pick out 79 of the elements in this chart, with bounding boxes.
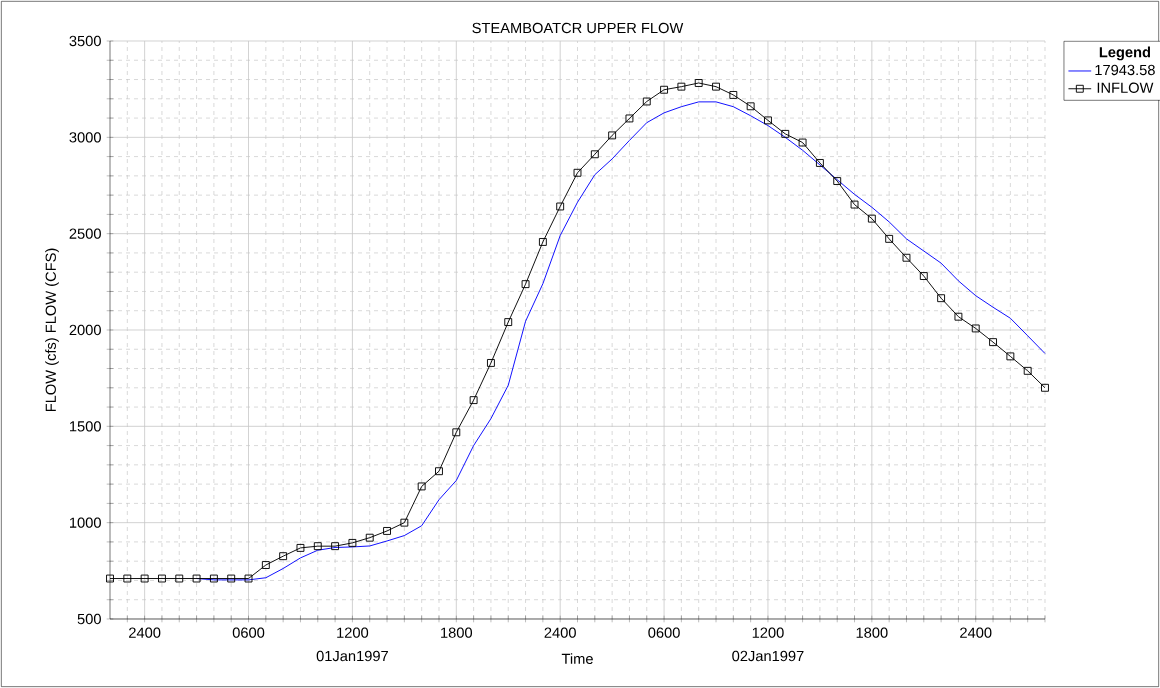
point [885,234,894,243]
point [1041,383,1049,392]
y-tick-label: 3500 [69,35,101,47]
point [608,131,617,140]
point [989,338,997,347]
point [452,428,461,437]
x-tick-label: 0600 [232,627,265,638]
point [435,467,443,476]
y-tick-label: 2000 [69,324,101,336]
x-tick-label: 1800 [856,627,888,638]
x-tick-label: 2400 [129,627,161,638]
y-tick-label: 2500 [69,228,101,239]
point [175,574,184,583]
point [867,214,876,223]
point [902,253,911,262]
point [365,533,374,542]
point [1023,366,1032,375]
point [192,574,201,583]
point [417,482,426,491]
point [625,114,634,123]
point [833,177,842,185]
point [815,159,824,167]
point [348,538,357,547]
point [971,324,980,333]
x-tick-label: 2400 [544,627,576,638]
y-axis-title: FLOW (cfs) FLOW (CFS) [45,248,59,412]
point [954,312,963,321]
point [712,82,720,91]
point [106,574,114,583]
y-tick-label: 500 [77,613,101,625]
point [538,238,547,246]
point [642,97,651,106]
point [660,85,669,94]
point [331,542,340,551]
point [694,79,703,87]
point [937,294,946,303]
point [556,202,565,211]
y-tick-label: 3000 [69,132,101,143]
point [590,150,599,159]
x-tick-label: 2400 [960,627,992,638]
point [158,574,166,583]
x-tick-label: 1800 [441,627,473,638]
point [123,574,132,583]
point [781,129,790,138]
y-tick-label: 1500 [70,421,101,432]
point [798,138,807,147]
point [279,552,288,561]
point [383,527,391,535]
point [521,280,530,289]
legend-label: INFLOW [1097,82,1154,93]
point [746,102,755,111]
point [677,82,686,91]
point [486,359,495,367]
point [919,272,928,280]
point [296,543,305,552]
x-axis-title: Time [561,653,593,665]
point [729,91,738,99]
text: 02Jan1997 [732,650,804,662]
point [573,168,582,177]
point [140,574,149,583]
x-tick-label: 0600 [648,627,680,638]
legend-label: 17943.58 [1095,64,1155,76]
point [261,561,270,569]
point [504,318,513,327]
x-tick-label: 1200 [752,627,784,638]
point [400,518,409,527]
point [227,574,236,583]
point [850,200,859,209]
chart-title: STEAMBOATCR UPPER FLOW [472,22,684,34]
point [313,542,322,551]
point [1006,352,1015,361]
point [764,116,772,125]
text: 01Jan1997 [316,650,388,662]
point [469,396,478,405]
y-tick-label: 1000 [70,517,101,528]
point [244,574,253,583]
point [209,574,218,583]
legend-title: Legend [1099,46,1151,61]
x-tick-label: 1200 [337,627,369,638]
